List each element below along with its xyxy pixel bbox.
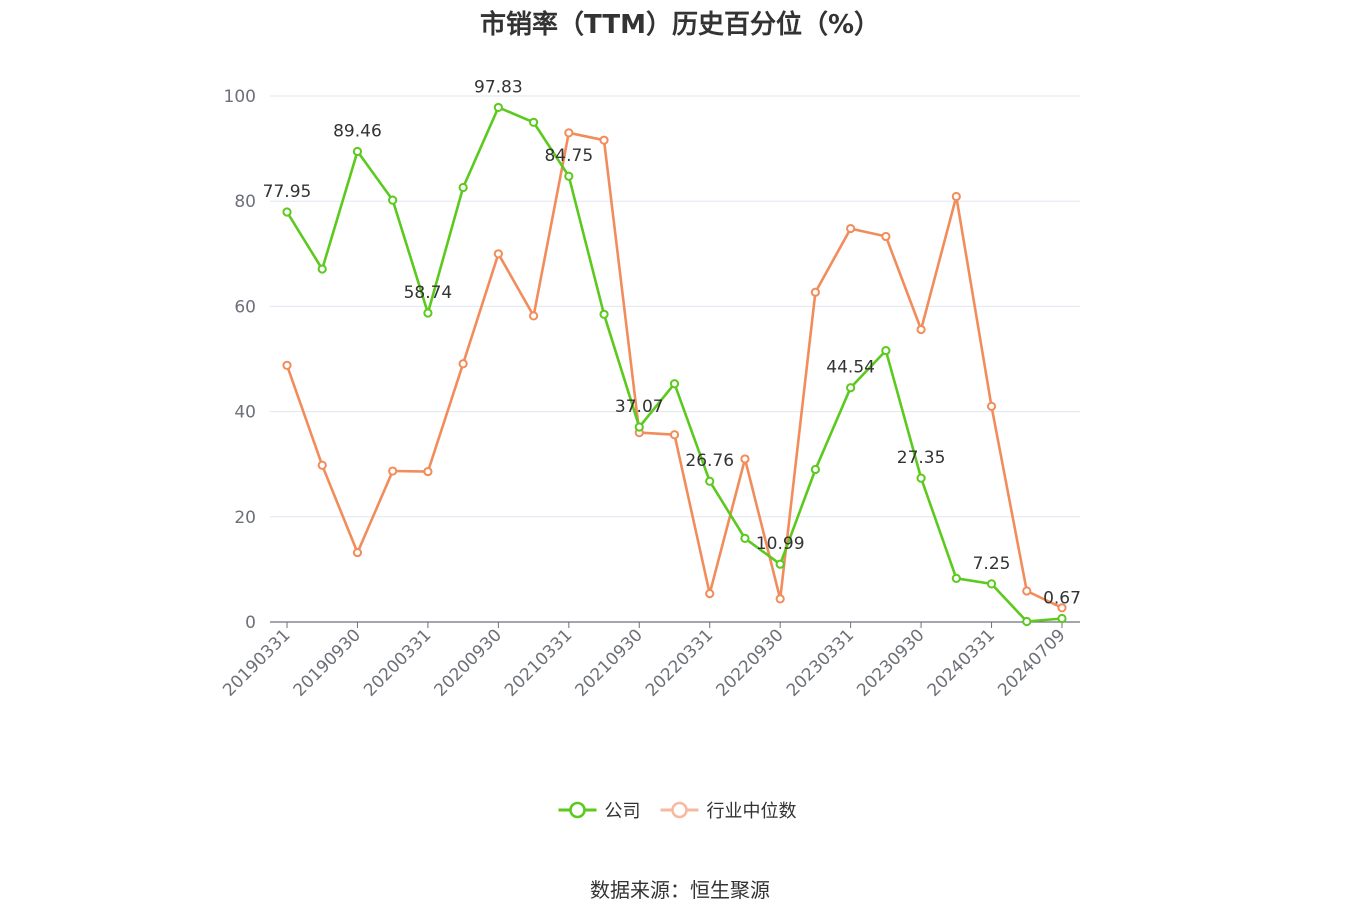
data-label: 77.95: [263, 182, 312, 202]
data-point[interactable]: [740, 454, 750, 464]
data-point[interactable]: [916, 473, 926, 483]
x-tick-label: 20210930: [571, 625, 646, 700]
data-label: 27.35: [897, 448, 946, 468]
data-point[interactable]: [493, 102, 503, 113]
legend-item-1[interactable]: 行业中位数: [707, 801, 797, 822]
data-point[interactable]: [458, 359, 468, 369]
data-label: 97.83: [474, 77, 523, 97]
x-tick-label: 20240331: [924, 625, 999, 700]
data-source-note: 数据来源：恒生聚源: [590, 878, 770, 902]
data-label: 0.67: [1043, 588, 1081, 608]
x-tick-label: 20190331: [219, 625, 294, 700]
series-line-0: [285, 106, 1063, 623]
x-tick-label: 20200930: [431, 625, 506, 700]
data-point[interactable]: [564, 171, 574, 181]
series-line-1: [285, 131, 1063, 609]
legend-marker-0: [569, 801, 586, 819]
data-label: 7.25: [973, 554, 1011, 574]
data-point[interactable]: [282, 207, 292, 217]
data-point[interactable]: [423, 308, 433, 318]
x-tick-label: 20230930: [853, 625, 928, 700]
x-tick-label: 20190930: [290, 625, 365, 700]
data-point[interactable]: [599, 135, 609, 145]
y-tick-label: 80: [234, 192, 256, 212]
chart-title: 市销率（TTM）历史百分位（%）: [480, 10, 880, 40]
y-tick-label: 40: [234, 403, 256, 423]
data-point[interactable]: [458, 182, 468, 193]
data-point[interactable]: [1057, 603, 1067, 613]
data-points: [282, 102, 1067, 627]
data-point[interactable]: [881, 345, 891, 356]
data-point[interactable]: [493, 249, 503, 259]
data-point[interactable]: [528, 311, 539, 321]
legend-item-0[interactable]: 公司: [605, 801, 641, 822]
legend-marker-1: [671, 801, 688, 819]
data-point[interactable]: [951, 573, 961, 583]
data-point[interactable]: [388, 466, 398, 476]
x-tick-label: 20200331: [360, 625, 435, 700]
data-labels: 77.95 89.46 58.74 97.83 84.75 37.07 26.76 10.99…: [263, 77, 1081, 608]
data-point[interactable]: [810, 464, 821, 475]
data-label: 37.07: [615, 397, 664, 417]
data-point[interactable]: [317, 264, 327, 274]
data-point[interactable]: [1057, 613, 1067, 624]
data-point[interactable]: [282, 360, 292, 370]
data-point[interactable]: [775, 594, 785, 604]
y-tick-label: 0: [245, 613, 256, 633]
data-point[interactable]: [705, 588, 715, 599]
data-point[interactable]: [634, 422, 644, 432]
x-tick-label: 20220331: [642, 625, 717, 700]
data-point[interactable]: [916, 324, 926, 335]
data-point[interactable]: [846, 383, 856, 393]
data-label: 84.75: [544, 146, 593, 166]
x-tick-label: 20240709: [994, 625, 1069, 700]
data-point[interactable]: [599, 309, 609, 319]
data-point[interactable]: [669, 430, 680, 440]
x-tick-label: 20210331: [501, 625, 576, 700]
data-point[interactable]: [846, 223, 856, 234]
data-point[interactable]: [1022, 616, 1032, 627]
data-point[interactable]: [528, 117, 539, 127]
data-point[interactable]: [352, 146, 363, 157]
y-tick-label: 100: [224, 87, 256, 107]
y-tick-label: 20: [234, 508, 256, 528]
data-label: 26.76: [685, 451, 734, 471]
grid-lines: [270, 95, 1080, 518]
data-point[interactable]: [740, 533, 750, 543]
x-tick-label: 20220930: [712, 625, 787, 700]
data-point[interactable]: [317, 460, 327, 470]
y-tick-label: 60: [234, 297, 256, 317]
data-label: 58.74: [404, 283, 453, 303]
data-label: 10.99: [756, 534, 805, 554]
data-point[interactable]: [669, 379, 680, 389]
series-lines: [285, 106, 1063, 623]
x-tick-label: 20230331: [783, 625, 858, 700]
data-point[interactable]: [388, 195, 398, 205]
data-point[interactable]: [986, 579, 997, 589]
data-label: 44.54: [826, 358, 875, 378]
data-point[interactable]: [352, 547, 363, 558]
data-point[interactable]: [810, 287, 821, 297]
data-label: 89.46: [333, 121, 382, 141]
data-point[interactable]: [951, 191, 961, 202]
data-point[interactable]: [564, 128, 574, 138]
data-point[interactable]: [1022, 586, 1032, 596]
data-point[interactable]: [705, 476, 715, 486]
data-point[interactable]: [423, 466, 433, 477]
data-point[interactable]: [775, 559, 785, 569]
data-point[interactable]: [881, 231, 891, 242]
data-point[interactable]: [986, 401, 997, 411]
legend: 公司 行业中位数: [558, 801, 797, 822]
